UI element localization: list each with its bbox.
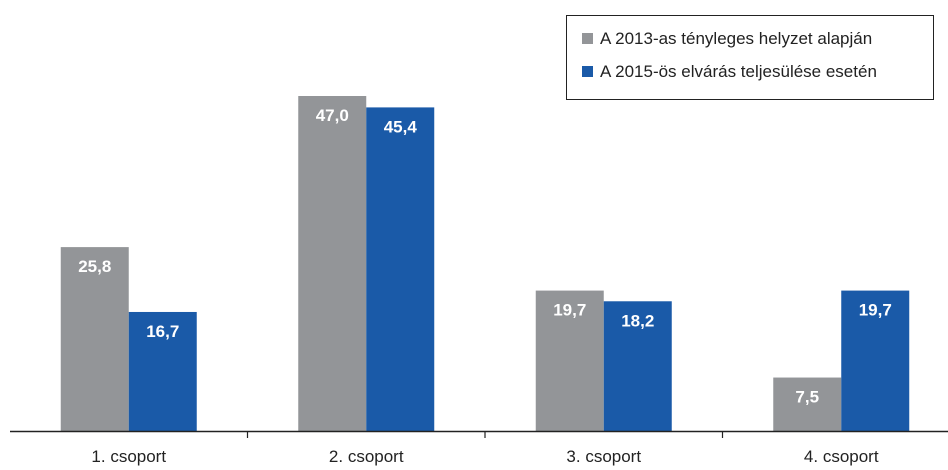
category-label: 2. csoport xyxy=(329,447,404,466)
bar-value-label: 7,5 xyxy=(795,388,819,407)
bar-s2-1 xyxy=(128,311,197,431)
bar-s1-4 xyxy=(773,377,842,431)
bar-value-label: 25,8 xyxy=(78,257,111,276)
legend-entry-label: A 2013-as tényleges helyzet alapján xyxy=(600,29,872,48)
category-label: 3. csoport xyxy=(566,447,641,466)
x-axis: 1. csoport 2. csoport 3. csoport 4. csoport xyxy=(10,430,948,466)
bar-value-label: 19,7 xyxy=(859,301,892,320)
bar-value-label: 47,0 xyxy=(316,106,349,125)
category-label: 4. csoport xyxy=(804,447,879,466)
legend-box xyxy=(566,15,934,100)
bar-s1-2 xyxy=(298,96,367,431)
bar-s2-2 xyxy=(366,107,435,431)
bars-group: 25,8 16,7 47,0 45,4 19,7 18,2 7,5 19,7 xyxy=(60,96,910,431)
legend-entry-label: A 2015-ös elvárás teljesülése esetén xyxy=(600,62,877,81)
bar-s2-4 xyxy=(841,290,910,431)
bar-value-label: 45,4 xyxy=(384,117,418,136)
legend-swatch xyxy=(582,33,593,44)
bar-s1-3 xyxy=(535,290,604,431)
legend-swatch xyxy=(582,66,593,77)
legend: A 2013-as tényleges helyzet alapján A 201… xyxy=(566,15,934,100)
bar-value-label: 19,7 xyxy=(553,301,586,320)
category-label: 1. csoport xyxy=(91,447,166,466)
bar-value-label: 18,2 xyxy=(621,311,654,330)
bar-value-label: 16,7 xyxy=(146,322,179,341)
bar-s2-3 xyxy=(603,301,672,431)
bar-s1-1 xyxy=(60,247,129,431)
